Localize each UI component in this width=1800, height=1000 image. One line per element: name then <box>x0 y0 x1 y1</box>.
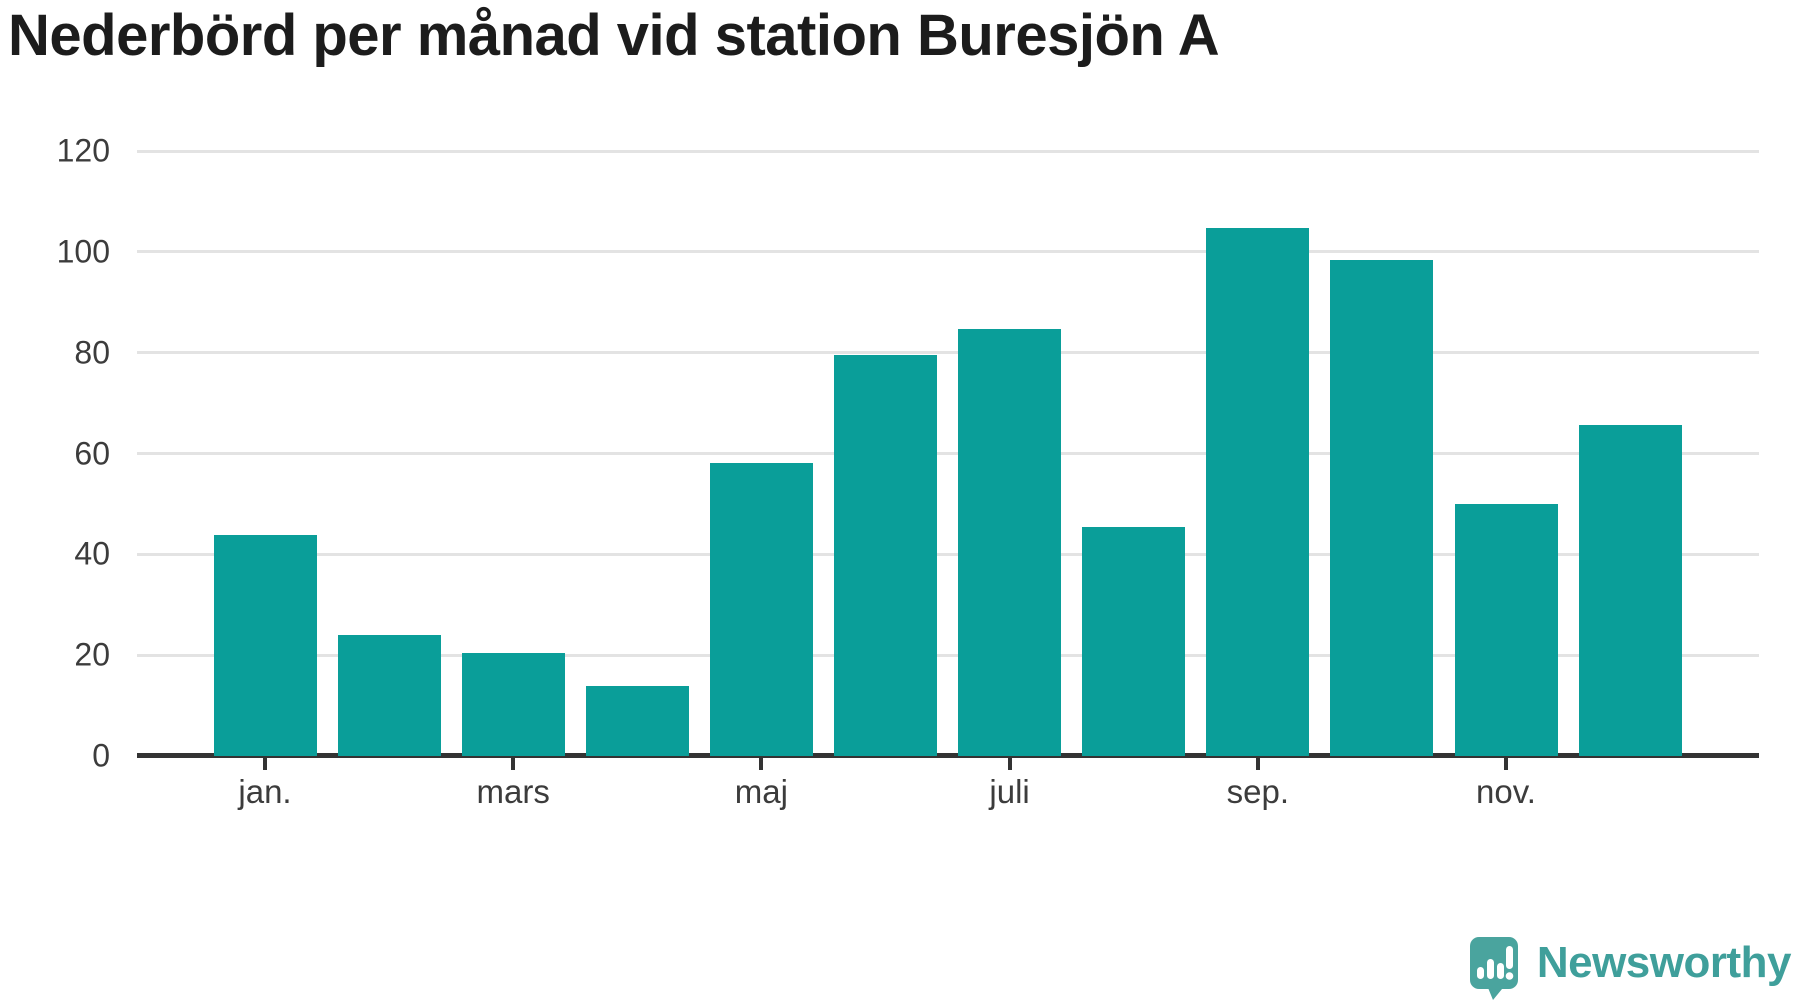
x-tick-label-mars: mars <box>476 773 550 810</box>
newsworthy-logo: Newsworthy <box>1469 936 1792 1000</box>
bar-juni <box>834 355 937 756</box>
x-tick-nov. <box>1504 756 1508 770</box>
x-tick-maj <box>759 756 764 770</box>
y-tick-label-100: 100 <box>56 233 110 270</box>
y-tick-label-80: 80 <box>74 334 110 371</box>
gridline-y-120 <box>137 149 1759 153</box>
x-tick-jan. <box>263 756 267 770</box>
bar-okt. <box>1330 259 1434 756</box>
x-tick-mars <box>511 756 516 770</box>
y-axis: 0 20 40 60 80 100 120 <box>0 0 110 1000</box>
bar-juli <box>958 328 1062 756</box>
plot-area: jan. mars maj juli sep. nov. <box>137 149 1759 810</box>
bar-jan. <box>213 535 317 756</box>
bar-dec. <box>1578 424 1682 756</box>
bar-nov. <box>1454 504 1558 756</box>
y-tick-label-40: 40 <box>74 535 110 572</box>
gridline-y-100 <box>137 250 1759 254</box>
bar-feb. <box>337 634 441 756</box>
bar-apr. <box>585 685 689 756</box>
y-tick-label-120: 120 <box>56 132 110 169</box>
y-tick-label-0: 0 <box>92 737 110 774</box>
bar-maj <box>709 463 813 756</box>
bar-sep. <box>1206 227 1310 756</box>
x-tick-label-juli: juli <box>989 773 1030 810</box>
bar-mars <box>461 653 565 756</box>
x-tick-juli <box>1007 756 1012 770</box>
gridline-y-80 <box>137 351 1759 355</box>
gridline-y-20 <box>137 653 1759 657</box>
x-axis-line <box>137 753 1759 758</box>
y-tick-label-60: 60 <box>74 435 110 471</box>
x-tick-label-nov.: nov. <box>1476 773 1536 810</box>
gridline-y-60 <box>137 452 1759 455</box>
x-tick-label-maj: maj <box>734 773 788 810</box>
y-tick-label-20: 20 <box>74 636 110 673</box>
x-tick-label-sep.: sep. <box>1226 773 1289 810</box>
bar-aug. <box>1082 527 1186 756</box>
page-title: Nederbörd per månad vid station Buresjön… <box>8 3 1220 68</box>
x-tick-label-jan.: jan. <box>238 773 292 810</box>
newsworthy-logo-icon <box>1469 937 1518 1000</box>
gridline-y-40 <box>137 552 1759 556</box>
newsworthy-logo-text: Newsworthy <box>1536 938 1792 987</box>
x-tick-sep. <box>1255 756 1260 770</box>
